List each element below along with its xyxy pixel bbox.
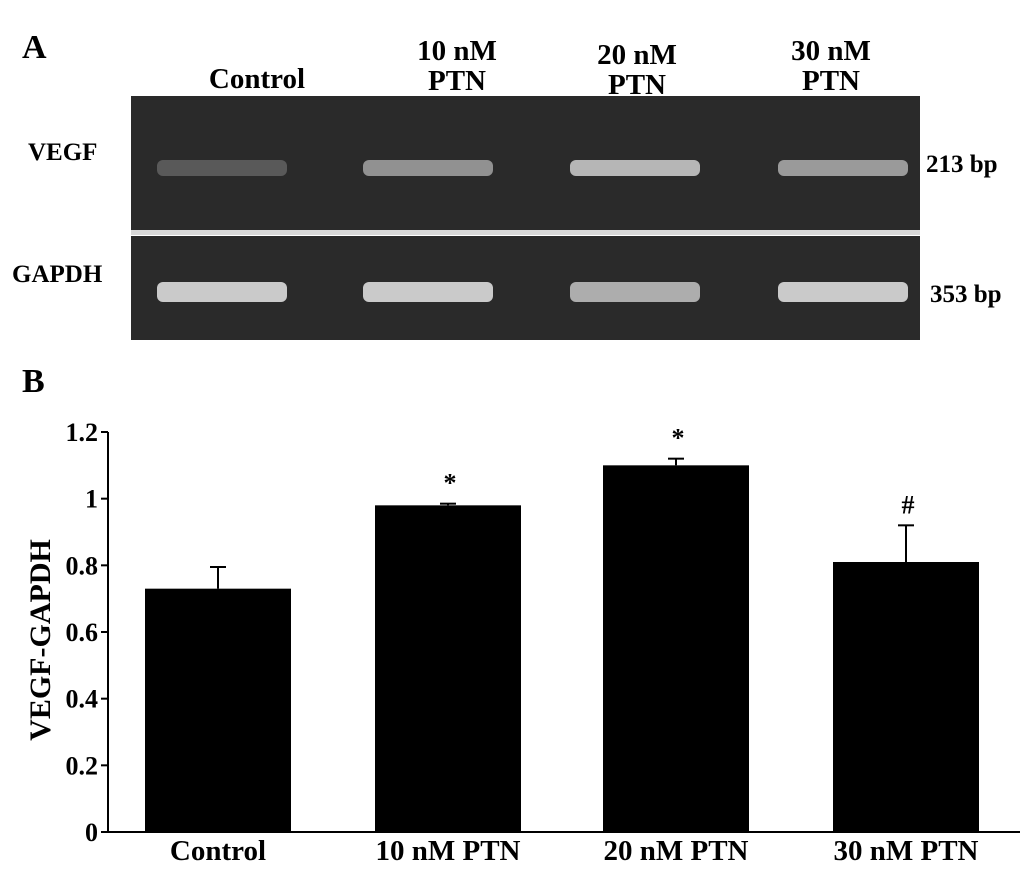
gel-size-vegf: 213 bp xyxy=(926,151,998,178)
gel-band-gapdh-4 xyxy=(778,282,908,302)
significance-marker-3: * xyxy=(672,424,685,453)
bar-4 xyxy=(833,562,979,832)
lane-header-20nm-line1: 20 nM xyxy=(597,39,677,71)
y-tick-label: 0.2 xyxy=(66,751,99,780)
y-tick-label: 0.8 xyxy=(66,551,99,580)
gel-band-vegf-2 xyxy=(363,160,493,176)
gel-band-gapdh-2 xyxy=(363,282,493,302)
panel-b-label: B xyxy=(22,363,45,400)
y-tick-label: 1 xyxy=(85,485,98,514)
y-tick-label: 1.2 xyxy=(66,418,99,447)
gel-label-gapdh: GAPDH xyxy=(12,261,103,288)
lane-header-control: Control xyxy=(209,63,305,95)
significance-marker-4: # xyxy=(902,490,915,519)
bar-chart: VEGF-GAPDH 0 0.2 0.4 0.6 0.8 1 1.2 * * # Control… xyxy=(24,418,1020,867)
gel-label-vegf: VEGF xyxy=(28,139,97,166)
gel-band-vegf-3 xyxy=(570,160,700,176)
lane-header-10nm-line1: 10 nM xyxy=(417,35,497,67)
bars: * * # xyxy=(145,424,979,832)
gel-band-vegf-1 xyxy=(157,160,287,176)
y-tick-label: 0 xyxy=(85,818,98,847)
gel-separator xyxy=(131,230,920,235)
lane-header-30nm-line2: PTN xyxy=(802,65,860,97)
panel-a-label: A xyxy=(22,29,47,66)
gel-band-gapdh-1 xyxy=(157,282,287,302)
bar-3 xyxy=(603,465,749,832)
gel-band-vegf-4 xyxy=(778,160,908,176)
bar-1 xyxy=(145,588,291,832)
gel-bands-vegf xyxy=(157,160,908,176)
x-tick-labels: Control 10 nM PTN 20 nM PTN 30 nM PTN xyxy=(170,835,979,867)
x-tick-label-3: 20 nM PTN xyxy=(604,835,749,867)
x-tick-label-4: 30 nM PTN xyxy=(834,835,979,867)
y-tick-label: 0.4 xyxy=(66,685,99,714)
x-tick-label-2: 10 nM PTN xyxy=(376,835,521,867)
lane-header-20nm-line2: PTN xyxy=(608,69,666,101)
y-ticks: 0 0.2 0.4 0.6 0.8 1 1.2 xyxy=(66,418,108,847)
gel-band-gapdh-3 xyxy=(570,282,700,302)
y-tick-label: 0.6 xyxy=(66,618,99,647)
significance-marker-2: * xyxy=(444,469,457,498)
lane-header-10nm-line2: PTN xyxy=(428,65,486,97)
lane-header-30nm-line1: 30 nM xyxy=(791,35,871,67)
gel-bands-gapdh xyxy=(157,282,908,302)
gel-size-gapdh: 353 bp xyxy=(930,281,1002,308)
bar-2 xyxy=(375,505,521,832)
y-axis-label: VEGF-GAPDH xyxy=(24,539,57,741)
x-tick-label-1: Control xyxy=(170,835,266,867)
lane-headers: Control 10 nM PTN 20 nM PTN 30 nM PTN xyxy=(209,35,871,101)
